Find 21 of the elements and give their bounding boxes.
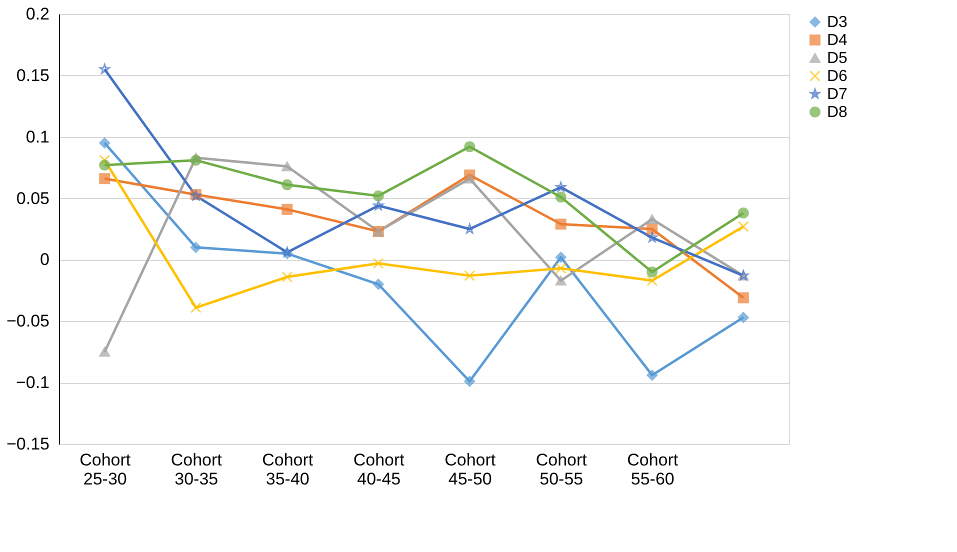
y-tick-label: −0.15 (6, 434, 50, 454)
x-tick-label: Cohort 40-45 (353, 450, 405, 488)
legend-label: D5 (827, 50, 848, 67)
y-tick-label: 0.2 (26, 4, 50, 24)
y-tick-label: 0 (40, 250, 50, 270)
y-tick-label: 0.05 (16, 188, 50, 208)
legend-label: D4 (827, 32, 848, 49)
y-tick-label: 0.15 (16, 66, 50, 85)
x-tick-label: Cohort 35-40 (262, 450, 314, 488)
legend-label: D3 (827, 14, 848, 31)
legend-label: D7 (827, 86, 848, 103)
y-tick-label: −0.1 (16, 373, 50, 392)
x-tick-label: Cohort 50-55 (536, 450, 588, 488)
y-tick-label: 0.1 (26, 127, 50, 146)
x-tick-label: Cohort 45-50 (444, 450, 496, 488)
x-tick-label: Cohort 55-60 (627, 450, 678, 488)
x-tick-label: Cohort 30-35 (170, 450, 222, 488)
legend-label: D8 (827, 104, 848, 121)
x-tick-label: Cohort 25-30 (80, 450, 131, 488)
legend-label: D6 (827, 68, 848, 85)
y-tick-label: −0.05 (6, 312, 50, 331)
